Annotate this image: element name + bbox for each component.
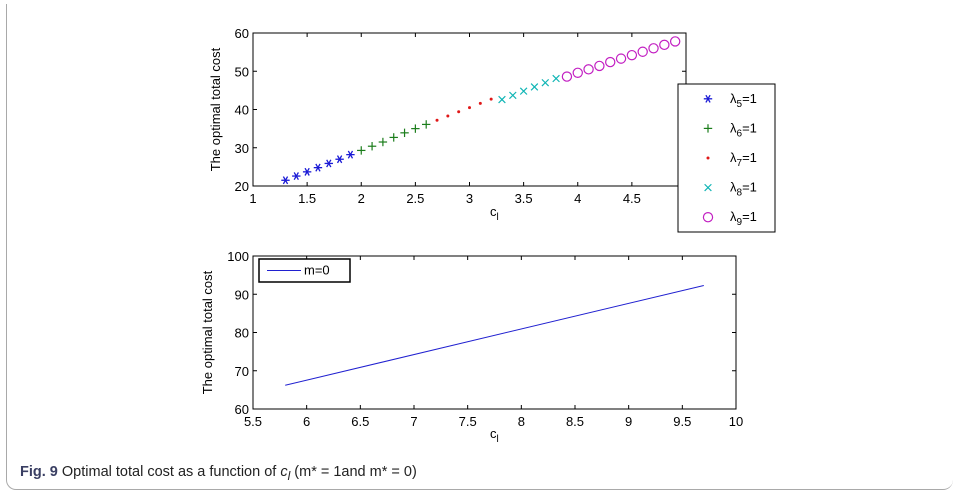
data-point — [594, 60, 605, 72]
data-point — [605, 56, 616, 68]
data-point — [468, 106, 471, 110]
data-point — [583, 64, 594, 75]
data-point — [435, 118, 439, 122]
data-point — [478, 101, 482, 105]
data-point — [367, 142, 377, 151]
x-tick-label: 4.5 — [623, 191, 641, 206]
x-tick-label: 3 — [466, 191, 473, 206]
x-tick-label: 9.5 — [673, 414, 691, 429]
data-point — [378, 137, 388, 147]
data-point — [335, 155, 344, 164]
legend-entry: λ7=1 — [730, 150, 757, 169]
figure-caption: Fig. 9 Optimal total cost as a function … — [20, 464, 417, 483]
caption-text-mid: (m* = 1and m* = 0) — [290, 464, 417, 480]
data-point — [457, 110, 461, 114]
y-tick-label: 90 — [235, 287, 249, 302]
data-point — [446, 114, 450, 118]
data-point — [400, 128, 409, 138]
x-tick-label: 1.5 — [298, 191, 316, 206]
series-line — [285, 284, 704, 386]
legend-marker — [706, 156, 710, 160]
data-point — [411, 124, 420, 133]
data-point — [615, 53, 627, 64]
data-point — [324, 159, 333, 168]
x-tick-label: 10 — [729, 414, 743, 429]
y-tick-label: 60 — [235, 402, 249, 417]
legend-box — [677, 83, 776, 233]
legend-marker — [702, 211, 714, 223]
data-point — [422, 120, 431, 129]
data-point — [561, 71, 573, 82]
caption-var-sub: l — [287, 468, 291, 483]
data-point — [281, 176, 290, 185]
y-tick-label: 100 — [227, 249, 249, 264]
legend-entry: λ9=1 — [730, 209, 757, 228]
data-point — [541, 78, 550, 87]
x-tick-label: 7 — [410, 414, 417, 429]
data-point — [498, 95, 506, 104]
x-tick-label: 1 — [249, 191, 256, 206]
data-point — [648, 43, 659, 54]
legend-entry: m=0 — [304, 263, 330, 278]
series-layer — [285, 284, 704, 386]
x-tick-label: 4 — [574, 191, 581, 206]
y-tick-label: 70 — [235, 364, 249, 379]
data-point — [292, 172, 301, 181]
data-point — [489, 97, 493, 101]
x-tick-label: 7.5 — [459, 414, 477, 429]
data-point — [669, 36, 681, 47]
data-point — [357, 146, 366, 155]
x-tick-label: 2.5 — [406, 191, 424, 206]
data-point — [659, 39, 670, 51]
legend-marker — [703, 124, 713, 133]
y-tick-label: 20 — [235, 179, 249, 194]
plot-area — [252, 32, 687, 187]
x-tick-label: 3.5 — [515, 191, 533, 206]
x-tick-label: 5.5 — [244, 414, 262, 429]
y-tick-label: 60 — [235, 26, 249, 41]
data-point — [530, 83, 539, 91]
caption-var: c — [280, 464, 288, 480]
legend-entry: λ6=1 — [730, 120, 757, 139]
x-axis-label: cl — [490, 204, 499, 223]
legend-marker — [703, 94, 713, 103]
chart-top: 1 1.5 2 2.5 3 3.5 4 4.5 20 30 40 50 60 cl The optimal … — [208, 26, 776, 233]
data-point — [637, 46, 648, 57]
y-tick-label: 40 — [235, 103, 249, 118]
data-point — [346, 150, 355, 159]
data-point — [389, 133, 398, 142]
data-point — [509, 91, 517, 100]
x-tick-label: 6 — [303, 414, 310, 429]
chart-bottom: 5.5 6 6.5 7 7.5 8 8.5 9 9.5 10 60 70 80 90 100 cl The op… — [200, 249, 743, 445]
legend-box — [258, 258, 351, 283]
data-point — [626, 49, 638, 61]
data-point — [519, 87, 528, 95]
x-tick-label: 6.5 — [351, 414, 369, 429]
legend-entry: λ5=1 — [730, 91, 757, 110]
legend-marker — [704, 183, 712, 192]
y-tick-label: 80 — [235, 326, 249, 341]
y-tick-label: 50 — [235, 64, 249, 79]
y-tick-label: 30 — [235, 141, 249, 156]
x-tick-label: 8.5 — [566, 414, 584, 429]
legend-entry: λ8=1 — [730, 180, 757, 199]
caption-text-before: Optimal total cost as a function of — [61, 464, 281, 480]
x-tick-label: 2 — [358, 191, 365, 206]
data-point — [572, 67, 583, 78]
data-point — [313, 163, 323, 172]
x-axis-label: cl — [490, 426, 499, 445]
caption-label: Fig. 9 — [20, 464, 58, 480]
y-axis-label: The optimal total cost — [200, 270, 215, 394]
y-axis-label: The optimal total cost — [208, 47, 223, 171]
figure-svg: 1 1.5 2 2.5 3 3.5 4 4.5 20 30 40 50 60 cl The optimal … — [200, 26, 776, 445]
figure-frame — [6, 4, 953, 490]
x-tick-label: 9 — [625, 414, 632, 429]
series-layer — [281, 36, 681, 185]
x-tick-label: 8 — [518, 414, 525, 429]
data-point — [552, 74, 560, 83]
data-point — [302, 167, 312, 176]
